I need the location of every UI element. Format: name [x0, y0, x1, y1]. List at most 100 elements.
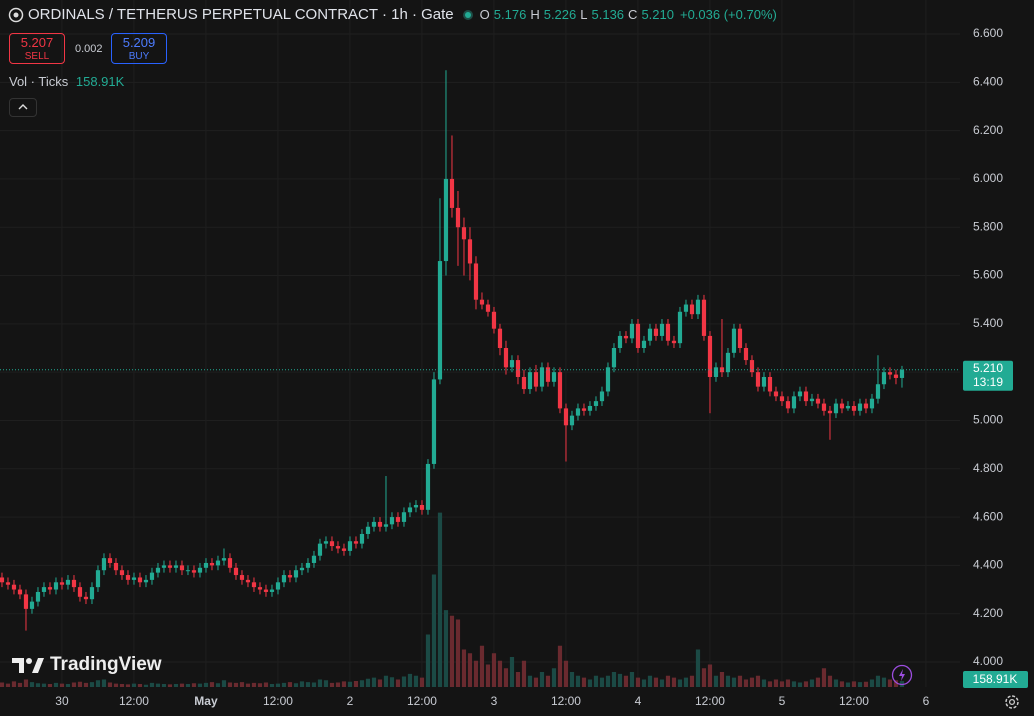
volume-bar: [41, 683, 47, 687]
volume-bar: [257, 683, 263, 687]
settings-icon: [1005, 695, 1019, 709]
volume-bar: [557, 645, 563, 687]
x-tick-label: 30: [55, 694, 69, 708]
volume-bar: [755, 675, 761, 687]
candle-body: [839, 403, 845, 409]
indicator-value: 158.91K: [75, 74, 125, 89]
candle-body: [221, 558, 227, 561]
candle-body: [467, 239, 473, 264]
candle-body: [329, 541, 335, 547]
volume-bar: [821, 668, 827, 687]
candle-body: [683, 304, 689, 312]
candle-body: [875, 384, 881, 399]
brand: TradingView: [12, 654, 162, 676]
x-tick-label: 6: [923, 694, 930, 708]
ohlc-label: O: [479, 7, 490, 22]
candle-body: [143, 579, 149, 583]
x-tick-label: 3: [491, 694, 498, 708]
candle-body: [347, 541, 353, 551]
y-tick-label: 6.200: [973, 123, 1003, 137]
volume-bar: [599, 677, 605, 687]
candle-body: [779, 396, 785, 402]
candle-body: [677, 311, 683, 344]
volume-bar: [779, 681, 785, 687]
x-tick-label: May: [194, 694, 218, 708]
candle-body: [365, 526, 371, 534]
volume-bar: [521, 660, 527, 687]
volume-bar: [893, 680, 899, 687]
y-tick-label: 5.400: [973, 316, 1003, 330]
volume-bar: [713, 675, 719, 687]
candle-body: [725, 352, 731, 373]
indicator-legend: Vol · Ticks 158.91K: [9, 74, 124, 89]
candle-body: [437, 261, 443, 380]
candle-body: [215, 560, 221, 566]
y-tick-label: 6.000: [973, 171, 1003, 185]
x-tick-label: 12:00: [551, 694, 581, 708]
volume-bar: [203, 682, 209, 687]
volume-bar: [725, 675, 731, 687]
candle-body: [611, 348, 617, 368]
candle-body: [887, 372, 893, 375]
volume-bar: [125, 684, 131, 687]
volume-bar: [269, 684, 275, 687]
buy-button[interactable]: 5.209 BUY: [111, 33, 167, 64]
candle-body: [791, 396, 797, 409]
volume-bar: [191, 683, 197, 687]
sell-label: SELL: [24, 51, 50, 62]
candle-body: [227, 558, 233, 568]
volume-bar: [29, 682, 35, 687]
candle-body: [551, 372, 557, 382]
volume-bar: [827, 675, 833, 687]
volume-bar: [731, 677, 737, 687]
volume-bar: [359, 680, 365, 687]
volume-bar: [545, 675, 551, 687]
candle-body: [275, 582, 281, 590]
volume-bar: [11, 681, 17, 687]
candle-body: [461, 227, 467, 240]
candle-body: [863, 403, 869, 409]
candle-body: [197, 567, 203, 573]
lightning-button[interactable]: [891, 664, 913, 691]
volume-bar: [839, 681, 845, 687]
candle-body: [731, 328, 737, 353]
volume-bar: [485, 664, 491, 687]
volume-bar: [437, 512, 443, 687]
candle-body: [581, 408, 587, 411]
volume-bar: [881, 677, 887, 687]
volume-bar: [563, 660, 569, 687]
volume-bar: [431, 574, 437, 687]
candle-body: [17, 589, 23, 595]
candle-body: [395, 517, 401, 522]
candle-body: [233, 567, 239, 576]
candle-body: [773, 391, 779, 397]
collapse-button[interactable]: [9, 98, 37, 117]
volume-bar: [323, 680, 329, 687]
volume-bar: [533, 677, 539, 687]
candle-body: [101, 558, 107, 571]
candle-body: [317, 543, 323, 556]
candle-body: [383, 524, 389, 527]
ohlc-label: C: [628, 7, 638, 22]
candle-body: [185, 570, 191, 572]
candle-body: [689, 304, 695, 315]
y-tick-label: 6.400: [973, 74, 1003, 88]
volume-bar: [413, 675, 419, 687]
candle-body: [401, 512, 407, 522]
ohlc-value: 5.136: [591, 7, 625, 22]
volume-bar: [803, 681, 809, 687]
volume-bar: [197, 683, 203, 687]
candle-body: [593, 401, 599, 406]
volume-bar: [797, 682, 803, 687]
candle-body: [0, 577, 5, 583]
volume-bar: [227, 682, 233, 687]
volume-bar: [509, 657, 515, 687]
status-dot: [462, 9, 473, 20]
sell-button[interactable]: 5.207 SELL: [9, 33, 65, 64]
volume-bar: [707, 664, 713, 687]
settings-button[interactable]: [1003, 693, 1021, 716]
candle-body: [155, 567, 161, 573]
volume-bar: [629, 672, 635, 687]
volume-bar: [233, 682, 239, 687]
volume-bar: [251, 682, 257, 687]
